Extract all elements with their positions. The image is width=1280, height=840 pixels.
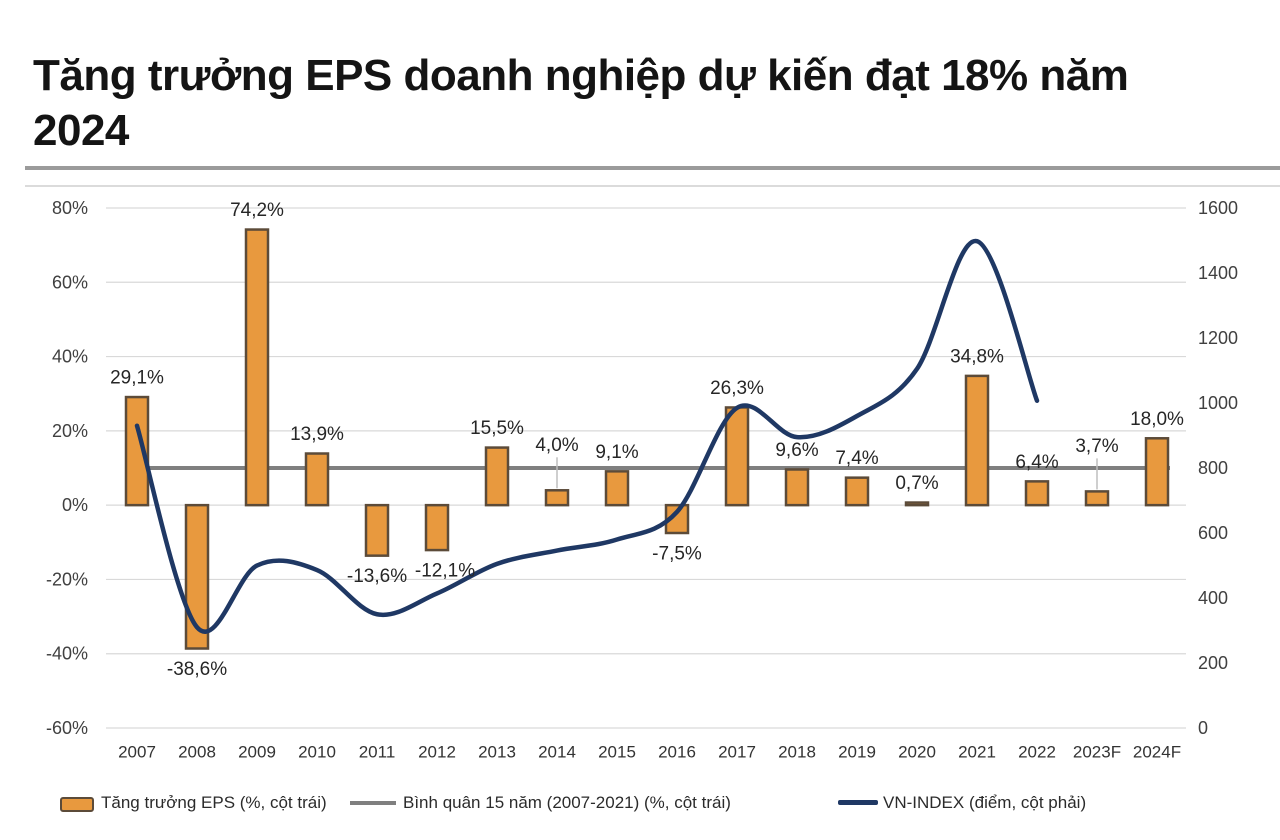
bar-value-label-2023F: 3,7% [1075, 436, 1118, 457]
bar-value-label-2024F: 18,0% [1130, 409, 1184, 430]
x-axis-year-label: 2020 [898, 743, 936, 762]
right-axis-tick-label: 200 [1198, 653, 1228, 673]
x-axis-year-label: 2010 [298, 743, 336, 762]
x-axis-year-label: 2022 [1018, 743, 1056, 762]
left-axis-tick-label: 0% [62, 495, 88, 515]
x-axis-year-label: 2024F [1133, 743, 1181, 762]
left-axis-tick-label: -60% [46, 718, 88, 738]
eps-bar-2018 [784, 468, 810, 507]
x-axis-year-label: 2017 [718, 743, 756, 762]
x-axis-year-label: 2011 [359, 743, 396, 762]
left-axis-tick-label: 20% [52, 421, 88, 441]
page-title-line2: 2024 [33, 105, 129, 155]
bar-value-label-2022: 6,4% [1015, 452, 1058, 473]
right-axis-tick-label: 1000 [1198, 393, 1238, 413]
bar-value-label-2009: 74,2% [230, 200, 284, 221]
legend-bar-swatch [60, 797, 94, 812]
eps-bar-2007 [124, 395, 150, 507]
x-axis-year-label: 2013 [478, 743, 516, 762]
legend-vnindex-line-swatch [838, 800, 878, 805]
title-separator-thick [25, 166, 1280, 170]
x-axis-year-label: 2021 [958, 743, 996, 762]
bar-value-label-2016: -7,5% [652, 544, 702, 565]
x-axis-year-label: 2007 [118, 743, 156, 762]
right-axis-tick-label: 800 [1198, 458, 1228, 478]
bar-value-label-2010: 13,9% [290, 424, 344, 445]
right-axis-tick-label: 0 [1198, 718, 1208, 738]
right-axis-tick-label: 600 [1198, 523, 1228, 543]
eps-bar-2011 [364, 503, 390, 557]
eps-bar-2017 [724, 406, 750, 507]
eps-bar-2023F [1084, 490, 1110, 507]
legend-label-average: Bình quân 15 năm (2007-2021) (%, cột trá… [403, 793, 731, 812]
x-axis-year-label: 2012 [418, 743, 456, 762]
x-axis-year-label: 2016 [658, 743, 696, 762]
page-title: Tăng trưởng EPS doanh nghiệp dự kiến đạt… [33, 49, 1213, 157]
legend-average-line-swatch [350, 801, 396, 805]
eps-bar-2012 [424, 503, 450, 552]
bar-value-label-2019: 7,4% [835, 448, 878, 469]
bar-value-label-2008: -38,6% [167, 659, 227, 680]
eps-bar-2024F [1144, 437, 1170, 507]
bar-value-label-2007: 29,1% [110, 368, 164, 389]
eps-bar-2009 [244, 228, 270, 507]
bar-value-label-2020: 0,7% [895, 473, 938, 494]
eps-bar-2019 [844, 476, 870, 507]
bar-value-label-2014: 4,0% [535, 435, 578, 456]
eps-bar-2013 [484, 446, 510, 507]
eps-bar-2015 [604, 470, 630, 507]
legend-label-vnindex: VN-INDEX (điểm, cột phải) [883, 793, 1087, 812]
right-axis-tick-label: 1400 [1198, 263, 1238, 283]
left-axis-tick-label: 40% [52, 347, 88, 367]
bar-value-label-2015: 9,1% [595, 442, 638, 463]
x-axis-year-label: 2018 [778, 743, 816, 762]
x-axis-year-label: 2014 [538, 743, 576, 762]
eps-bar-2008 [184, 503, 210, 650]
x-axis-year-label: 2008 [178, 743, 216, 762]
x-axis-year-label: 2015 [598, 743, 636, 762]
left-axis-tick-label: -40% [46, 644, 88, 664]
bar-value-label-2011: -13,6% [347, 566, 407, 587]
right-axis-tick-label: 1600 [1198, 198, 1238, 218]
eps-bar-2021 [964, 374, 990, 507]
page-title-line1: Tăng trưởng EPS doanh nghiệp dự kiến đạt… [33, 51, 1129, 101]
right-axis-tick-label: 1200 [1198, 328, 1238, 348]
legend-label-eps: Tăng trưởng EPS (%, cột trái) [101, 793, 327, 812]
eps-bar-2020 [904, 501, 930, 507]
vnindex-line [134, 238, 1040, 634]
bar-value-label-2021: 34,8% [950, 346, 1004, 367]
x-axis-year-label: 2019 [838, 743, 876, 762]
x-axis-year-label: 2009 [238, 743, 276, 762]
eps-bar-2014 [544, 489, 570, 507]
left-axis-tick-label: 60% [52, 272, 88, 292]
bar-value-label-2017: 26,3% [710, 378, 764, 399]
left-axis-tick-label: 80% [52, 198, 88, 218]
eps-bar-2010 [304, 452, 330, 507]
x-axis-year-label: 2023F [1073, 743, 1121, 762]
eps-bar-2022 [1024, 480, 1050, 507]
right-axis-tick-label: 400 [1198, 588, 1228, 608]
title-separator-thin [25, 185, 1280, 187]
bar-value-label-2018: 9,6% [775, 440, 818, 461]
left-axis-tick-label: -20% [46, 569, 88, 589]
bar-value-label-2013: 15,5% [470, 418, 524, 439]
bar-value-label-2012: -12,1% [415, 561, 475, 582]
